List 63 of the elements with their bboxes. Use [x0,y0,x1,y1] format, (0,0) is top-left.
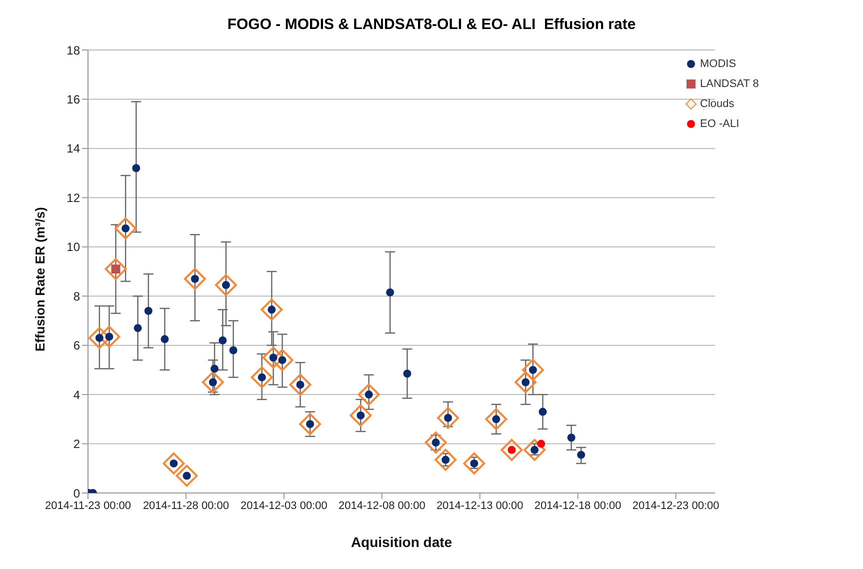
point [434,448,457,471]
legend-label: EO -ALI [699,118,740,130]
point [250,366,273,388]
point [485,408,508,430]
x-tick-label: 2014-12-08 00:00 [338,500,426,512]
point [98,326,120,348]
x-axis-title: Aquisition date [350,534,452,550]
y-tick-label: 10 [66,240,80,254]
point [210,364,219,373]
legend-label: LANDSAT 8 [699,78,760,90]
point [260,298,283,321]
y-tick-label: 14 [66,142,80,156]
y-tick-label: 16 [66,92,80,106]
point [162,452,185,474]
point [214,274,237,296]
y-tick-label: 6 [73,338,80,353]
point [500,438,523,461]
y-tick-label: 2 [73,437,80,452]
y-tick-label: 8 [73,289,80,304]
point [160,335,169,344]
point [358,384,380,406]
x-tick-label: 2014-12-13 00:00 [436,500,524,512]
point [437,406,460,429]
x-tick-label: 2014-12-03 00:00 [240,500,328,512]
point [104,258,127,280]
point [350,404,372,426]
point [289,374,312,396]
point [176,464,198,487]
point [424,432,447,454]
point [386,288,394,296]
point [514,371,537,394]
point [202,371,224,394]
x-tick-label: 2014-11-28 00:00 [142,500,229,512]
point [537,440,546,448]
point [88,326,110,349]
point [114,217,137,240]
point [229,346,238,354]
y-tick-label: 12 [66,190,80,205]
x-tick-label: 2014-11-23 00:00 [44,500,132,512]
point [144,306,152,315]
point [299,413,322,436]
legend-label: Clouds [699,98,736,110]
y-tick-label: 18 [66,43,80,58]
legend-label: MODIS [699,58,738,70]
x-tick-label: 2014-12-18 00:00 [534,500,622,512]
point [132,164,140,172]
point [524,438,546,461]
point [567,434,576,442]
chart-title: FOGO - MODIS & LANDSAT8-OLI & EO- ALI Effusion rate [226,15,637,35]
point [218,336,227,344]
point [271,349,294,372]
x-tick-label: 2014-12-23 00:00 [632,500,720,512]
y-tick-label: 4 [73,388,80,402]
point [522,358,544,381]
y-tick-label: 0 [73,486,80,500]
point [538,408,547,416]
point [403,370,412,378]
y-axis-title: Effusion Rate ER (m³/s) [32,207,48,352]
point [184,268,206,290]
point [463,452,486,474]
point [577,450,586,459]
point [262,346,284,369]
point [134,324,142,332]
